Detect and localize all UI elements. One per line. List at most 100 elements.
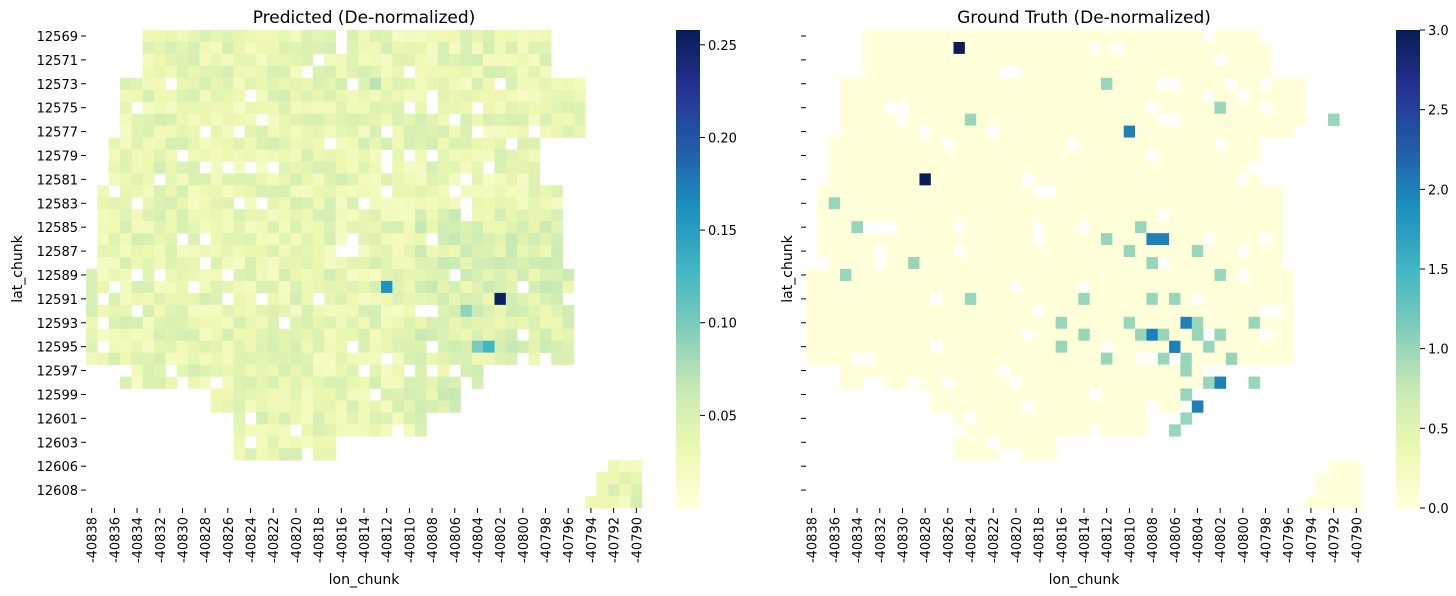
heatmap-cell (471, 316, 484, 330)
heatmap-cell (324, 364, 336, 377)
heatmap-cell (437, 53, 450, 67)
heatmap-cell (1089, 137, 1102, 150)
heatmap-cell (919, 352, 932, 365)
heatmap-cell (403, 209, 416, 222)
heatmap-cell (1055, 89, 1068, 102)
heatmap-cell (840, 101, 852, 114)
heatmap-cell (222, 280, 234, 294)
heatmap-cell (919, 113, 932, 126)
heatmap-cell (1169, 137, 1181, 150)
colorbar-segment (1396, 193, 1420, 198)
heatmap-cell (1180, 173, 1193, 186)
heatmap-cell (976, 30, 988, 43)
heatmap-cell (483, 101, 495, 114)
heatmap-cell (998, 412, 1011, 425)
heatmap-cell (862, 125, 875, 138)
heatmap-cell (1271, 113, 1283, 126)
heatmap-cell (874, 352, 886, 365)
heatmap-cell (1101, 388, 1113, 401)
heatmap-cell (346, 197, 359, 210)
heatmap-cell (539, 77, 552, 91)
heatmap-cell (301, 209, 314, 222)
heatmap-cell (120, 137, 132, 150)
heatmap-cell (335, 257, 348, 270)
heatmap-cell (953, 209, 966, 222)
colorbar-segment (1396, 221, 1420, 226)
heatmap-cell (908, 149, 920, 162)
colorbar-segment (676, 336, 700, 342)
heatmap-cell (1146, 292, 1159, 306)
heatmap-cell (210, 161, 223, 174)
heatmap-cell (267, 352, 280, 365)
heatmap-cell (278, 292, 291, 306)
heatmap-cell (942, 161, 954, 174)
heatmap-cell (460, 101, 473, 114)
heatmap-cell (1021, 233, 1034, 246)
heatmap-cell (222, 221, 234, 234)
heatmap-cell (381, 340, 393, 353)
heatmap-cell (154, 340, 166, 353)
heatmap-cell (199, 376, 212, 389)
heatmap-cell (517, 89, 529, 102)
heatmap-cell (449, 41, 461, 55)
heatmap-cell (1021, 412, 1034, 425)
heatmap-cell (1146, 53, 1159, 67)
heatmap-cell (471, 173, 484, 186)
heatmap-cell (324, 101, 336, 114)
heatmap-cell (415, 77, 427, 91)
heatmap-cell (312, 424, 325, 437)
heatmap-cell (324, 53, 336, 67)
heatmap-cell (176, 53, 189, 67)
heatmap-cell (233, 173, 246, 186)
heatmap-cell (987, 340, 1000, 353)
heatmap-cell (539, 233, 552, 246)
heatmap-cell (199, 245, 212, 258)
heatmap-cell (426, 400, 439, 413)
heatmap-cell (840, 304, 852, 318)
heatmap-cell (494, 292, 507, 306)
heatmap-cell (1123, 125, 1136, 138)
heatmap-cell (817, 185, 829, 198)
heatmap-cell (346, 149, 359, 162)
heatmap-cell (1044, 161, 1056, 174)
heatmap-cell (919, 364, 932, 377)
heatmap-cell (312, 161, 325, 174)
heatmap-cell (483, 113, 495, 126)
heatmap-cell (930, 173, 943, 186)
heatmap-cell (573, 125, 586, 138)
heatmap-cell (1271, 77, 1283, 91)
heatmap-cell (1191, 352, 1204, 365)
heatmap-cell (539, 245, 552, 258)
heatmap-cell (233, 400, 246, 413)
colorbar-segment (1396, 396, 1420, 402)
heatmap-cell (199, 292, 212, 306)
heatmap-cell (908, 280, 920, 294)
heatmap-cell (1135, 137, 1147, 150)
heatmap-cell (392, 197, 405, 210)
heatmap-cell (1112, 89, 1125, 102)
heatmap-cell (930, 269, 943, 282)
heatmap-cell (199, 89, 212, 102)
colorbar-segment (676, 45, 700, 51)
heatmap-cell (1214, 197, 1227, 210)
heatmap-cell (120, 197, 132, 210)
heatmap-cell (528, 340, 541, 353)
heatmap-cell (415, 388, 427, 401)
colorbar-segment (676, 77, 700, 83)
heatmap-cell (1044, 280, 1056, 294)
heatmap-cell (517, 30, 529, 43)
heatmap-cell (381, 424, 393, 437)
heatmap-cell (1214, 233, 1227, 246)
heatmap-cell (233, 137, 246, 150)
heatmap-cell (551, 101, 563, 114)
heatmap-panel-1: Predicted (De-normalized)125691257112573… (10, 8, 737, 588)
y-tick-label: 12583 (37, 197, 78, 212)
colorbar-segment (1396, 500, 1420, 505)
heatmap-cell (324, 400, 336, 413)
heatmap-cell (1282, 125, 1295, 138)
heatmap-cell (415, 173, 427, 186)
heatmap-cell (885, 30, 898, 43)
heatmap-cell (233, 424, 246, 437)
heatmap-cell (392, 161, 405, 174)
heatmap-cell (1101, 424, 1113, 437)
